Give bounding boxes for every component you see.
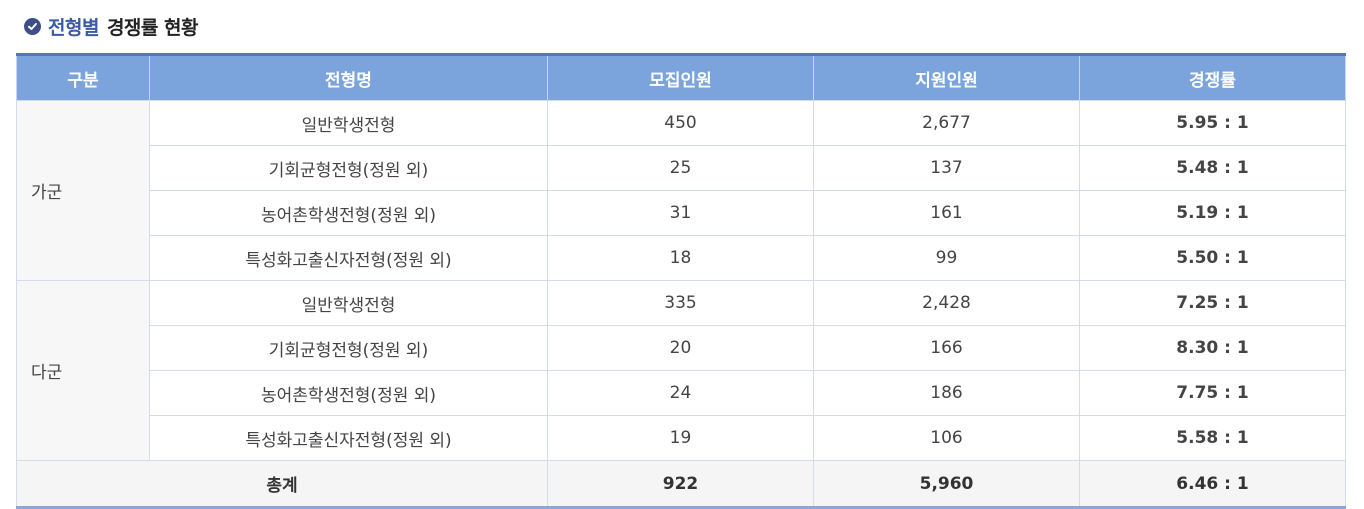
admission-type-cell: 일반학생전형 [149,100,548,146]
admission-type-cell: 특성화고출신자전형(정원 외) [149,415,548,461]
table-row: 다군 일반학생전형 335 2,428 7.25 : 1 [16,280,1346,461]
quota-cell: 18 [547,235,814,281]
quota-cell: 31 [547,190,814,236]
applicants-cell: 2,428 [813,280,1080,326]
total-rate: 6.46 : 1 [1079,460,1346,508]
rate-cell: 7.25 : 1 [1079,280,1346,326]
total-label: 총계 [16,460,548,508]
admission-type-cell: 기회균형전형(정원 외) [149,325,548,371]
applicants-cell: 106 [813,415,1080,461]
applicants-cell: 2,677 [813,100,1080,146]
total-quota: 922 [547,460,814,508]
total-row: 총계 922 5,960 6.46 : 1 [16,460,1346,508]
column-header-category: 구분 [16,54,150,101]
applicants-cell: 166 [813,325,1080,371]
admission-type-cell: 농어촌학생전형(정원 외) [149,370,548,416]
rate-cell: 7.75 : 1 [1079,370,1346,416]
quota-cell: 450 [547,100,814,146]
admission-type-cell: 기회균형전형(정원 외) [149,145,548,191]
table-row: 특성화고출신자전형(정원 외) 18 99 5.50 : 1 [17,235,1346,281]
quota-cell: 24 [547,370,814,416]
quota-cell: 19 [547,415,814,461]
admission-type-cell: 일반학생전형 [149,280,548,326]
group-label: 가군 [16,100,150,281]
column-header-applicants: 지원인원 [813,54,1080,101]
table-row: 농어촌학생전형(정원 외) 24 186 7.75 : 1 [17,370,1346,416]
table-row: 농어촌학생전형(정원 외) 31 161 5.19 : 1 [17,190,1346,236]
rate-cell: 5.19 : 1 [1079,190,1346,236]
table-row: 가군 일반학생전형 450 2,677 5.95 : 1 [16,100,1346,281]
rate-cell: 5.58 : 1 [1079,415,1346,461]
admission-type-cell: 특성화고출신자전형(정원 외) [149,235,548,281]
competition-rate-table: 구분 전형명 모집인원 지원인원 경쟁률 가군 일반학생전형 450 2,677… [16,53,1346,509]
rate-cell: 8.30 : 1 [1079,325,1346,371]
group-label: 다군 [16,280,150,461]
section-title-accent: 전형별 [48,16,99,39]
quota-cell: 20 [547,325,814,371]
section-title-text: 경쟁률 현황 [106,16,199,39]
rate-cell: 5.95 : 1 [1079,100,1346,146]
quota-cell: 25 [547,145,814,191]
check-circle-icon [24,17,41,35]
table-header-row: 구분 전형명 모집인원 지원인원 경쟁률 [16,54,1346,101]
quota-cell: 335 [547,280,814,326]
table-row: 기회균형전형(정원 외) 20 166 8.30 : 1 [17,325,1346,371]
total-applicants: 5,960 [813,460,1080,508]
rate-cell: 5.48 : 1 [1079,145,1346,191]
table-row: 특성화고출신자전형(정원 외) 19 106 5.58 : 1 [17,415,1346,461]
applicants-cell: 137 [813,145,1080,191]
column-header-rate: 경쟁률 [1079,54,1346,101]
section-title: 전형별 경쟁률 현황 [24,12,198,40]
column-header-admission-type: 전형명 [149,54,548,101]
applicants-cell: 161 [813,190,1080,236]
admission-type-cell: 농어촌학생전형(정원 외) [149,190,548,236]
applicants-cell: 186 [813,370,1080,416]
column-header-quota: 모집인원 [547,54,814,101]
rate-cell: 5.50 : 1 [1079,235,1346,281]
table-row: 기회균형전형(정원 외) 25 137 5.48 : 1 [17,145,1346,191]
applicants-cell: 99 [813,235,1080,281]
